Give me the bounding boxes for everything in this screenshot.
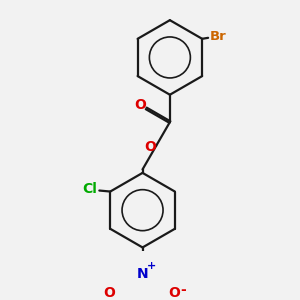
Text: O: O — [134, 98, 146, 112]
Text: O: O — [144, 140, 156, 154]
Text: N: N — [137, 267, 148, 281]
Text: +: + — [147, 261, 156, 271]
Text: O: O — [168, 286, 180, 300]
Text: -: - — [180, 283, 186, 297]
Text: O: O — [103, 286, 115, 300]
Text: Br: Br — [210, 30, 226, 43]
Text: Cl: Cl — [82, 182, 97, 196]
